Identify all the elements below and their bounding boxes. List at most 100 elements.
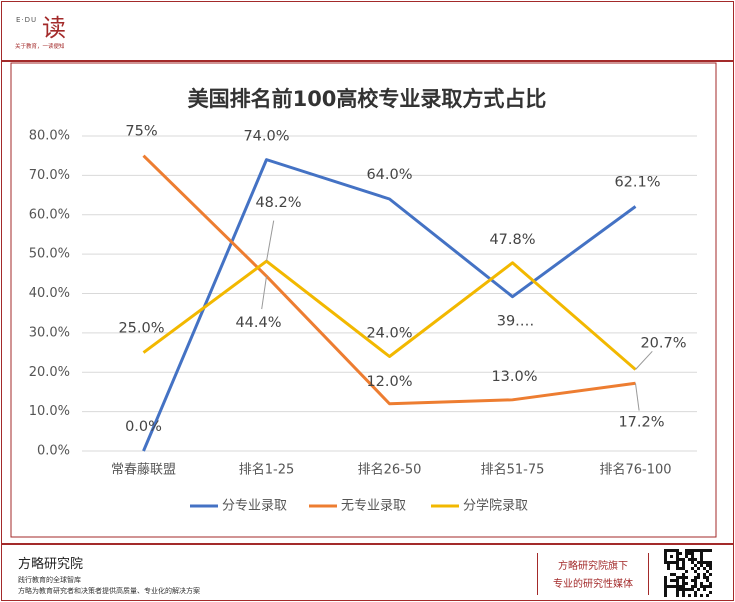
qr-cell [682, 576, 685, 579]
data-label: 44.4% [235, 315, 281, 331]
qr-cell [667, 549, 670, 552]
qr-cell [676, 552, 679, 555]
qr-cell [706, 549, 709, 552]
qr-cell [676, 588, 679, 591]
y-tick-label: 20.0% [29, 365, 70, 380]
qr-cell [667, 585, 670, 588]
qr-cell [703, 585, 706, 588]
data-label: 39.… [497, 314, 535, 330]
data-label: 24.0% [366, 326, 412, 342]
data-label: 47.8% [489, 232, 535, 248]
org-name: 方略研究院 [18, 557, 84, 572]
qr-cell [673, 561, 676, 564]
qr-cell [709, 567, 712, 570]
slogan: 关于教育，一读便知 [15, 44, 65, 50]
qr-cell [682, 585, 685, 588]
y-tick-label: 50.0% [29, 247, 70, 262]
qr-cell [694, 558, 697, 561]
qr-cell [697, 549, 700, 552]
qr-cell [664, 588, 667, 591]
qr-cell [688, 549, 691, 552]
leader-line [635, 350, 653, 370]
qr-cell [676, 567, 679, 570]
qr-cell [709, 582, 712, 585]
qr-cell [703, 561, 706, 564]
legend-label: 无专业录取 [341, 499, 406, 514]
qr-cell [697, 567, 700, 570]
qr-cell [688, 594, 691, 597]
qr-cell [700, 558, 703, 561]
qr-cell [694, 576, 697, 579]
chart-title: 美国排名前100高校专业录取方式占比 [188, 87, 547, 111]
qr-cell [706, 570, 709, 573]
x-tick-label: 排名1-25 [239, 462, 295, 478]
qr-cell [691, 561, 694, 564]
data-label: 20.7% [640, 335, 686, 351]
qr-cell [676, 582, 679, 585]
y-tick-label: 30.0% [29, 325, 70, 340]
qr-cell [694, 591, 697, 594]
qr-cell [664, 549, 667, 552]
qr-cell [676, 558, 679, 561]
x-tick-label: 排名76-100 [599, 462, 671, 478]
qr-cell [673, 579, 676, 582]
qr-cell [682, 561, 685, 564]
qr-cell [664, 579, 667, 582]
header: E·DU 读 关于教育，一读便知 [2, 2, 733, 62]
qr-cell [685, 576, 688, 579]
qr-cell [670, 549, 673, 552]
qr-cell [694, 564, 697, 567]
qr-cell [703, 573, 706, 576]
qr-cell [697, 573, 700, 576]
qr-cell [685, 555, 688, 558]
qr-cell [676, 585, 679, 588]
qr-cell [682, 573, 685, 576]
qr-cell [679, 588, 682, 591]
qr-cell [679, 552, 682, 555]
qr-cell [664, 561, 667, 564]
qr-cell [700, 561, 703, 564]
qr-cell [691, 555, 694, 558]
data-label: 0.0% [125, 419, 162, 435]
qr-cell [700, 549, 703, 552]
x-tick-label: 常春藤联盟 [111, 463, 176, 478]
data-label: 62.1% [614, 174, 660, 190]
qr-cell [670, 561, 673, 564]
qr-cell [709, 573, 712, 576]
data-label: 17.2% [618, 414, 664, 430]
qr-cell [700, 594, 703, 597]
qr-cell [700, 582, 703, 585]
qr-cell [676, 576, 679, 579]
qr-cell [670, 585, 673, 588]
qr-cell [676, 594, 679, 597]
badge-line: 方略研究院旗下 [558, 561, 628, 572]
qr-cell [691, 579, 694, 582]
leader-line [635, 383, 640, 411]
qr-cell [685, 552, 688, 555]
qr-cell [682, 588, 685, 591]
badge-line: 专业的研究性媒体 [553, 579, 633, 590]
legend-label: 分学院录取 [463, 498, 528, 514]
legend-label: 分专业录取 [222, 499, 287, 514]
qr-cell [688, 558, 691, 561]
qr-cell [664, 582, 667, 585]
qr-cell [670, 573, 673, 576]
qr-cell [685, 588, 688, 591]
qr-cell [700, 552, 703, 555]
qr-cell [703, 588, 706, 591]
qr-cell [679, 576, 682, 579]
qr-cell [694, 579, 697, 582]
qr-cell [679, 585, 682, 588]
qr-cell [709, 564, 712, 567]
qr-cell [706, 564, 709, 567]
qr-cell [667, 561, 670, 564]
qr-cell [706, 585, 709, 588]
qr-cell [670, 555, 673, 558]
qr-cell [673, 585, 676, 588]
qr-cell [700, 585, 703, 588]
data-label: 13.0% [491, 369, 537, 385]
qr-cell [685, 549, 688, 552]
qr-cell [673, 549, 676, 552]
qr-cell [706, 561, 709, 564]
